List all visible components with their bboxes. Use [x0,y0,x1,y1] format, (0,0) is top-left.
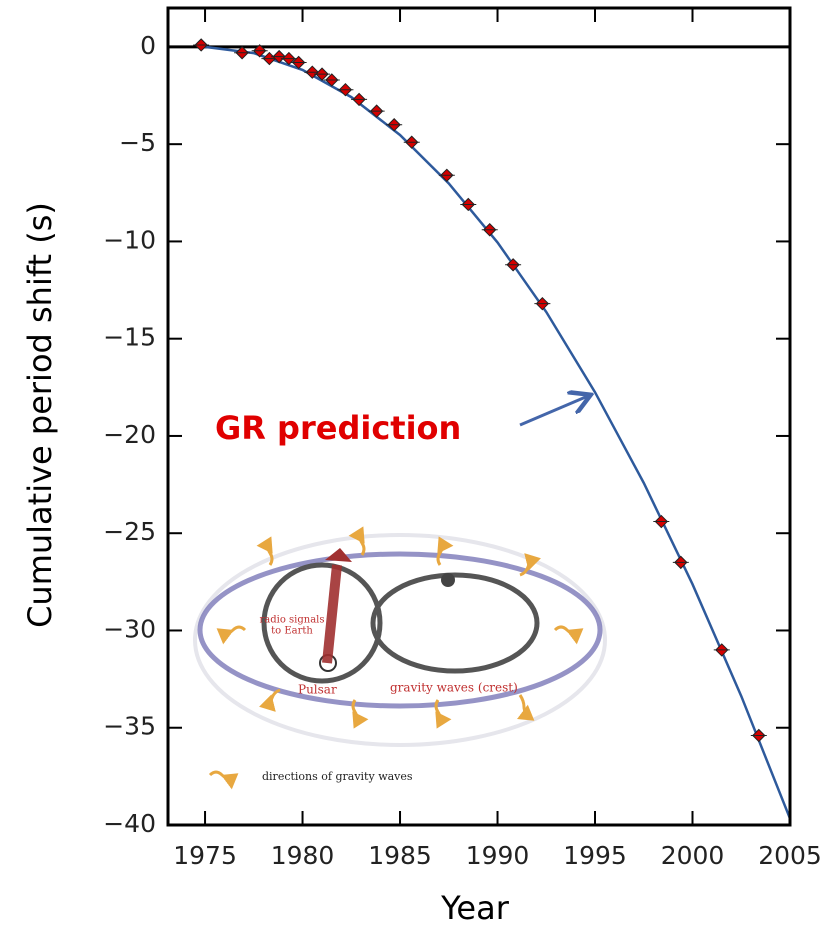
data-point [193,38,210,52]
data-point [280,51,297,66]
x-tick-label: 1990 [466,841,530,870]
data-point [314,67,331,81]
data-point [460,197,477,212]
inset-label: to Earth [271,626,313,637]
y-tick-label: −15 [103,323,156,352]
y-tick-label: 0 [140,31,156,60]
data-point [403,135,420,149]
x-tick-label: 2000 [661,841,725,870]
x-axis-label: Year [440,889,510,927]
data-point [234,46,251,60]
inset-label: Pulsar [298,683,337,697]
x-tick-label: 1980 [271,841,335,870]
x-tick-label: 2005 [758,841,822,870]
data-point [351,92,368,107]
y-tick-label: −40 [103,809,156,838]
data-point [750,728,767,743]
y-tick-label: −5 [119,128,156,157]
x-tick-label: 1985 [368,841,432,870]
inset-label: gravity waves (crest) [390,681,518,695]
data-point [337,82,354,97]
x-tick-label: 1975 [173,841,237,870]
y-tick-label: −35 [103,712,156,741]
data-point [505,258,522,272]
annotation-arrow [519,396,588,427]
data-point [368,104,385,118]
data-point [534,296,551,311]
y-axis-label: Cumulative period shift (s) [21,202,59,628]
inset-diagram [193,526,607,790]
y-tick-label: −20 [103,420,156,449]
y-tick-label: −30 [103,614,156,643]
data-point [386,118,403,132]
data-point [323,73,340,87]
annotation: GR prediction [215,409,461,447]
inset-label: directions of gravity waves [262,770,413,783]
data-point [481,223,498,237]
y-tick-label: −10 [103,225,156,254]
inset-label: radio signals [259,615,324,626]
data-point [653,514,670,529]
prediction-curve [204,45,792,820]
data-point [672,555,689,570]
data-point [251,44,268,58]
data-point [713,643,730,657]
data-point [290,55,307,70]
data-point [438,168,455,182]
y-tick-label: −25 [103,517,156,546]
x-tick-label: 1995 [563,841,627,870]
plot-frame [166,6,792,827]
